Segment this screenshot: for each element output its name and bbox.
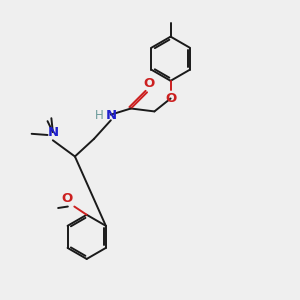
Text: O: O: [61, 192, 73, 205]
Text: N: N: [47, 125, 58, 139]
Text: H: H: [95, 109, 104, 122]
Text: O: O: [144, 77, 155, 90]
Text: N: N: [105, 109, 116, 122]
Text: O: O: [165, 92, 176, 105]
